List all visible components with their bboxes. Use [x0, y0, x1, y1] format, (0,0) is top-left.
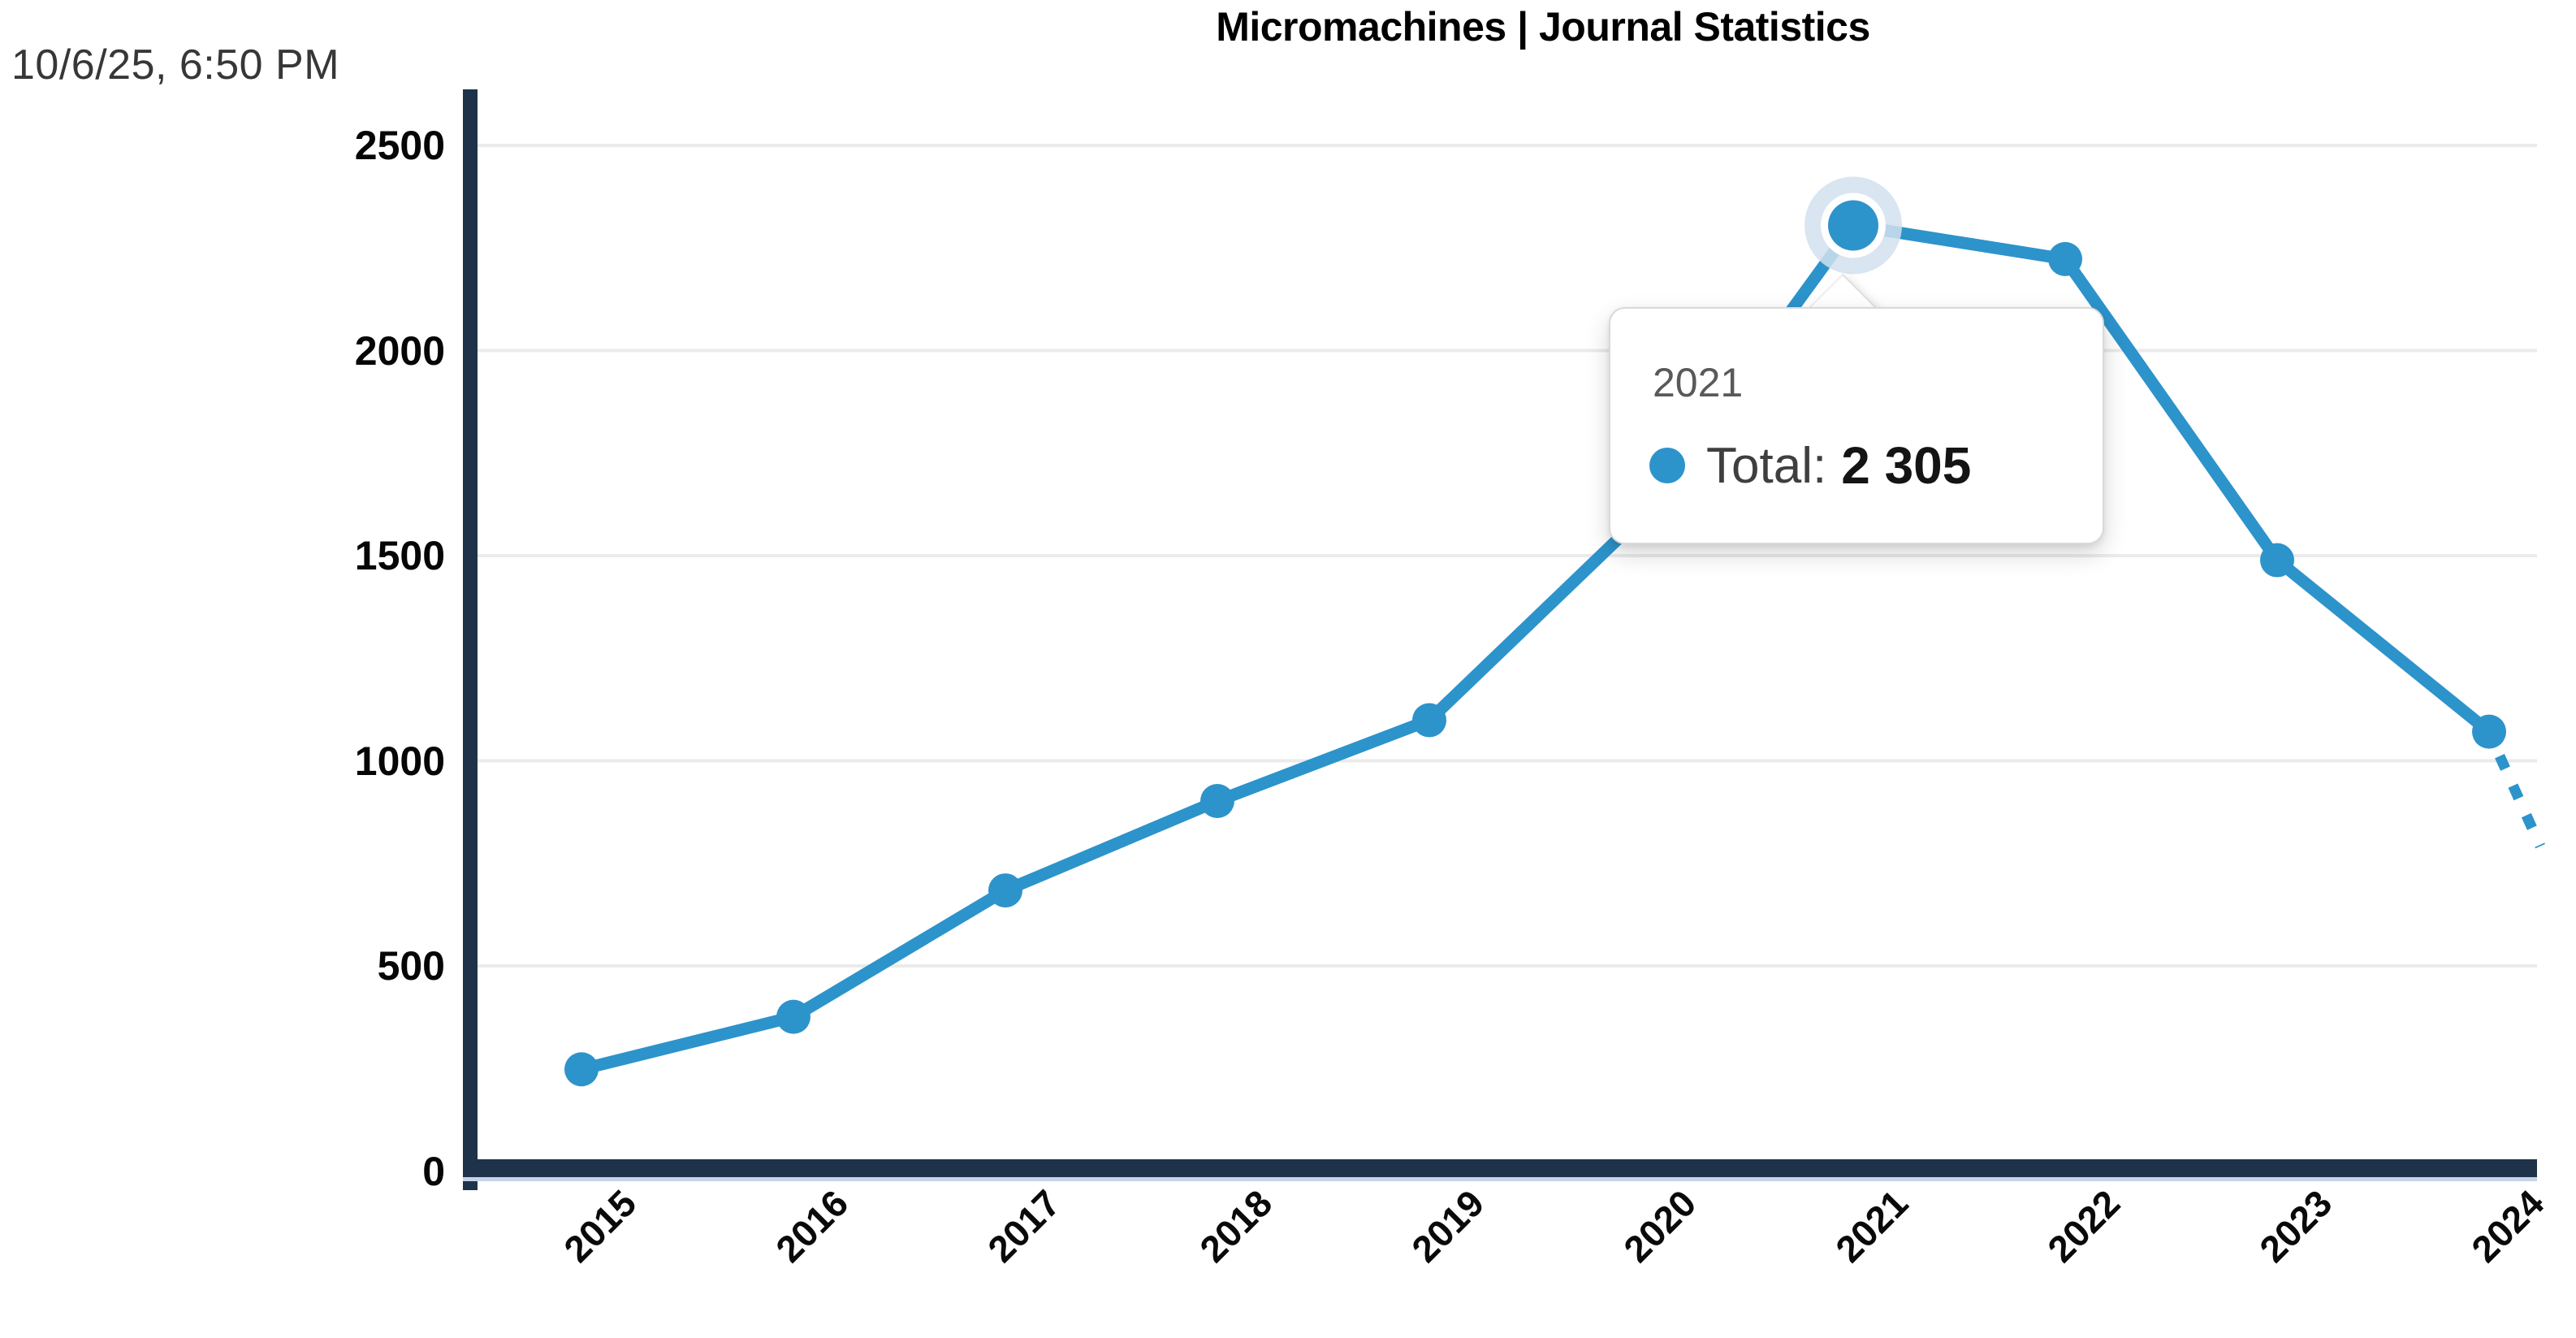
y-axis-line	[463, 89, 478, 1190]
y-tick-label-2500: 2500	[354, 123, 445, 168]
x-axis-line	[463, 1159, 2537, 1177]
y-tick-label-500: 500	[377, 943, 445, 989]
series-line-total	[575, 219, 2496, 1076]
chart-title: Micromachines | Journal Statistics	[1216, 4, 1870, 50]
data-point-2022[interactable]	[2048, 241, 2082, 276]
series-marker-dot-icon	[1649, 448, 1685, 483]
data-point-2018[interactable]	[1200, 783, 1234, 818]
tooltip-title: 2021	[1653, 360, 1744, 405]
data-point-2019[interactable]	[1412, 703, 1446, 738]
tooltip-series-label: Total:	[1706, 437, 1827, 494]
data-point-2021[interactable]	[1828, 200, 1878, 251]
tooltip-series-row: Total: 2 305	[1649, 435, 1971, 496]
chart-tooltip: 2021 Total: 2 305	[1609, 273, 2104, 544]
tooltip-box	[1609, 307, 2104, 544]
y-tick-label-1500: 1500	[354, 533, 445, 578]
y-tick-label-2000: 2000	[354, 327, 445, 374]
y-tick-label-0: 0	[422, 1148, 445, 1194]
data-point-2023[interactable]	[2260, 543, 2294, 578]
data-point-2017[interactable]	[988, 873, 1022, 908]
x-axis-underline	[463, 1177, 2537, 1181]
data-point-2015[interactable]	[564, 1052, 599, 1087]
y-tick-label-1000: 1000	[354, 738, 445, 784]
tooltip-series-value: 2 305	[1841, 436, 1972, 495]
data-point-2024[interactable]	[2472, 714, 2506, 749]
data-point-2016[interactable]	[776, 999, 810, 1034]
projection-dashed-line	[2495, 753, 2545, 849]
print-timestamp: 10/6/25, 6:50 PM	[11, 41, 340, 89]
journal-stats-line-chart	[463, 89, 2545, 1190]
